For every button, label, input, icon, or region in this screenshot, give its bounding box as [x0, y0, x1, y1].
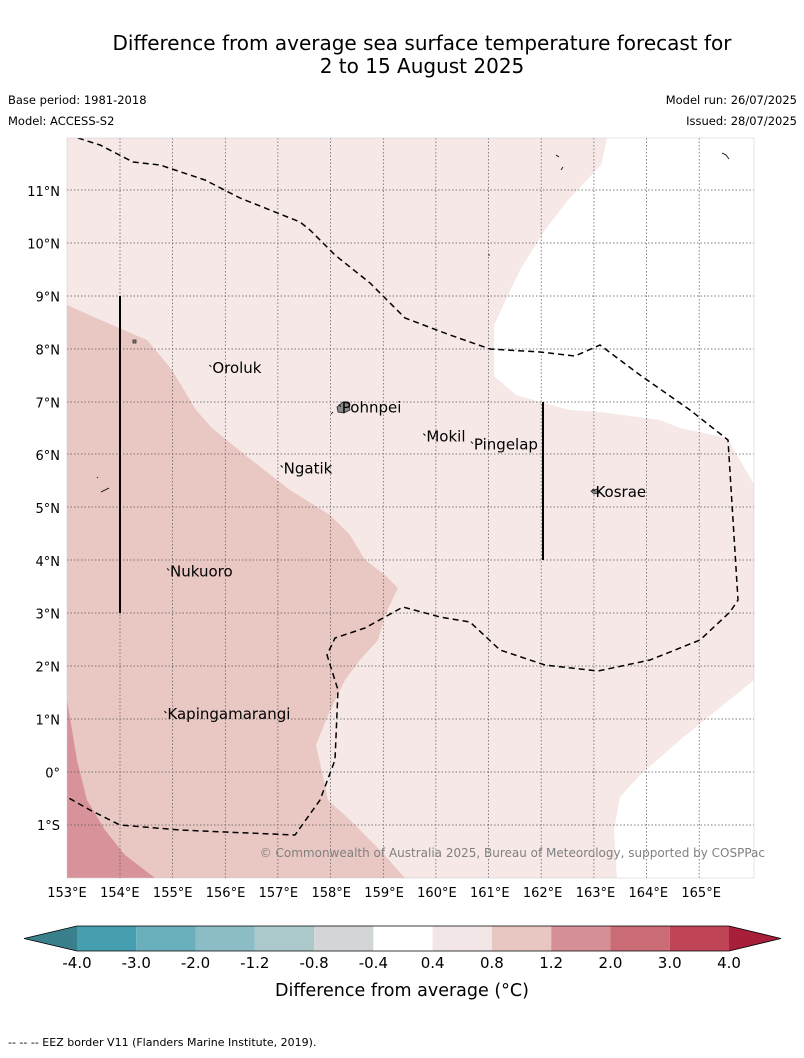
issued-date: Issued: 28/07/2025: [686, 114, 797, 128]
colorbar-under-arrow: [24, 926, 77, 951]
anomaly-1.2-2.0-region: [67, 700, 155, 878]
anomaly-0.8-1.2-region: [67, 305, 405, 878]
place-label-nukuoro: Nukuoro: [170, 562, 233, 580]
colorbar-tick-0-8: -0.8: [299, 954, 329, 972]
lat-tick-3-n: 3°N: [36, 608, 61, 623]
lat-tick-8-n: 8°N: [36, 343, 61, 358]
colorbar-tick-3-0: 3.0: [657, 954, 682, 972]
colorbar-segment-3: [195, 926, 255, 951]
colorbar: [23, 925, 782, 952]
colorbar-segment-4: [254, 926, 315, 951]
colorbar-tick-2-0: -2.0: [180, 954, 211, 972]
lon-tick-164-e: 164°E: [629, 886, 669, 901]
colorbar-tick-0-4: -0.4: [358, 954, 388, 972]
model-run: Model run: 26/07/2025: [665, 93, 797, 107]
colorbar-segment-8: [491, 926, 552, 951]
place-marker-kapingamarangi: [164, 710, 167, 714]
lat-tick-0: 0°: [45, 766, 60, 781]
colorbar-segment-6: [373, 926, 433, 951]
colorbar-tick-4-0: -4.0: [62, 954, 92, 972]
lon-tick-159-e: 159°E: [364, 886, 404, 901]
kosrae-island: [590, 488, 600, 495]
colorbar-segment-2: [136, 926, 196, 951]
place-marker-pohnpei: [338, 404, 342, 407]
colorbar-label: Difference from average (°C): [275, 981, 529, 1001]
colorbar-segment-7: [432, 926, 492, 951]
place-label-oroluk: Oroluk: [212, 359, 261, 377]
place-marker-pingelap: [470, 441, 474, 444]
colorbar-segment-5: [314, 926, 374, 951]
lon-tick-158-e: 158°E: [311, 886, 351, 901]
pohnpei-island: [336, 401, 351, 414]
place-label-pohnpei: Pohnpei: [342, 399, 402, 417]
lat-tick-6-n: 6°N: [36, 449, 61, 464]
place-marker-ngatik: [280, 465, 284, 468]
lat-tick-2-n: 2°N: [36, 661, 61, 676]
lon-tick-156-e: 156°E: [206, 886, 246, 901]
lon-tick-165-e: 165°E: [681, 886, 721, 901]
colorbar-segment-11: [669, 926, 729, 951]
place-label-kosrae: Kosrae: [595, 483, 646, 501]
atoll-marks: [96, 152, 730, 493]
place-label-pingelap: Pingelap: [474, 436, 538, 454]
gridlines: [67, 138, 754, 878]
colorbar-outline: [23, 925, 782, 952]
base-period: Base period: 1981-2018: [8, 93, 147, 107]
place-label-kapingamarangi: Kapingamarangi: [167, 705, 290, 723]
colorbar-segment-9: [551, 926, 611, 951]
lon-tick-154-e: 154°E: [100, 886, 140, 901]
lon-tick-161-e: 161°E: [470, 886, 510, 901]
place-marker-kosrae: [592, 488, 595, 492]
small-atoll: [132, 339, 137, 344]
lon-tick-163-e: 163°E: [576, 886, 616, 901]
eez-border-line: [67, 138, 739, 836]
title-line-2: 2 to 15 August 2025: [319, 54, 525, 78]
footnote: -- -- -- EEZ border V11 (Flanders Marine…: [8, 1036, 317, 1049]
place-label-mokil: Mokil: [426, 428, 465, 446]
place-marker-mokil: [423, 433, 426, 436]
title-line-1: Difference from average sea surface temp…: [112, 31, 732, 55]
colorbar-tick-0-4: 0.4: [420, 954, 445, 972]
map-area: [67, 138, 754, 878]
lat-tick-5-n: 5°N: [36, 502, 61, 517]
colorbar-tick-1-2: 1.2: [539, 954, 564, 972]
place-marker-oroluk: [208, 364, 212, 368]
lon-tick-157-e: 157°E: [259, 886, 299, 901]
place-marker-nukuoro: [166, 568, 170, 571]
colorbar-tick-3-0: -3.0: [121, 954, 151, 972]
lon-tick-153-e: 153°E: [47, 886, 87, 901]
lon-tick-155-e: 155°E: [153, 886, 193, 901]
model-name: Model: ACCESS-S2: [8, 114, 115, 128]
lon-tick-160-e: 160°E: [417, 886, 457, 901]
lat-tick-1-n: 1°N: [36, 713, 61, 728]
map-frame: [66, 137, 755, 879]
lat-tick-1-s: 1°S: [37, 819, 60, 834]
colorbar-tick-1-2: -1.2: [240, 954, 270, 972]
lat-tick-10-n: 10°N: [27, 238, 60, 253]
colorbar-tick-2-0: 2.0: [598, 954, 623, 972]
lat-tick-4-n: 4°N: [36, 555, 61, 570]
colorbar-segment-10: [610, 926, 670, 951]
chart-title: Difference from average sea surface temp…: [0, 32, 804, 78]
colorbar-segment-1: [77, 926, 137, 951]
place-label-ngatik: Ngatik: [284, 459, 333, 477]
lat-tick-7-n: 7°N: [36, 396, 61, 411]
colorbar-tick-0-8: 0.8: [479, 954, 504, 972]
colorbar-over-arrow: [729, 926, 781, 951]
colorbar-tick-4-0: 4.0: [717, 954, 741, 972]
anomaly-neutral-region-north: [494, 138, 754, 484]
lat-tick-11-n: 11°N: [27, 185, 60, 200]
copyright-text: © Commonwealth of Australia 2025, Bureau…: [260, 846, 765, 860]
axis-ticks: 153°E 154°E 155°E 156°E 157°E 158°E 159°E 160°E…: [27, 185, 721, 901]
anomaly-neutral-region-south: [614, 680, 754, 878]
lon-tick-162-e: 162°E: [523, 886, 563, 901]
land-shapes: [132, 339, 600, 495]
lat-tick-9-n: 9°N: [36, 291, 61, 306]
place-labels: Oroluk Pohnpei Mokil Pingelap Ngatik Kosrae Nu…: [164, 359, 646, 723]
